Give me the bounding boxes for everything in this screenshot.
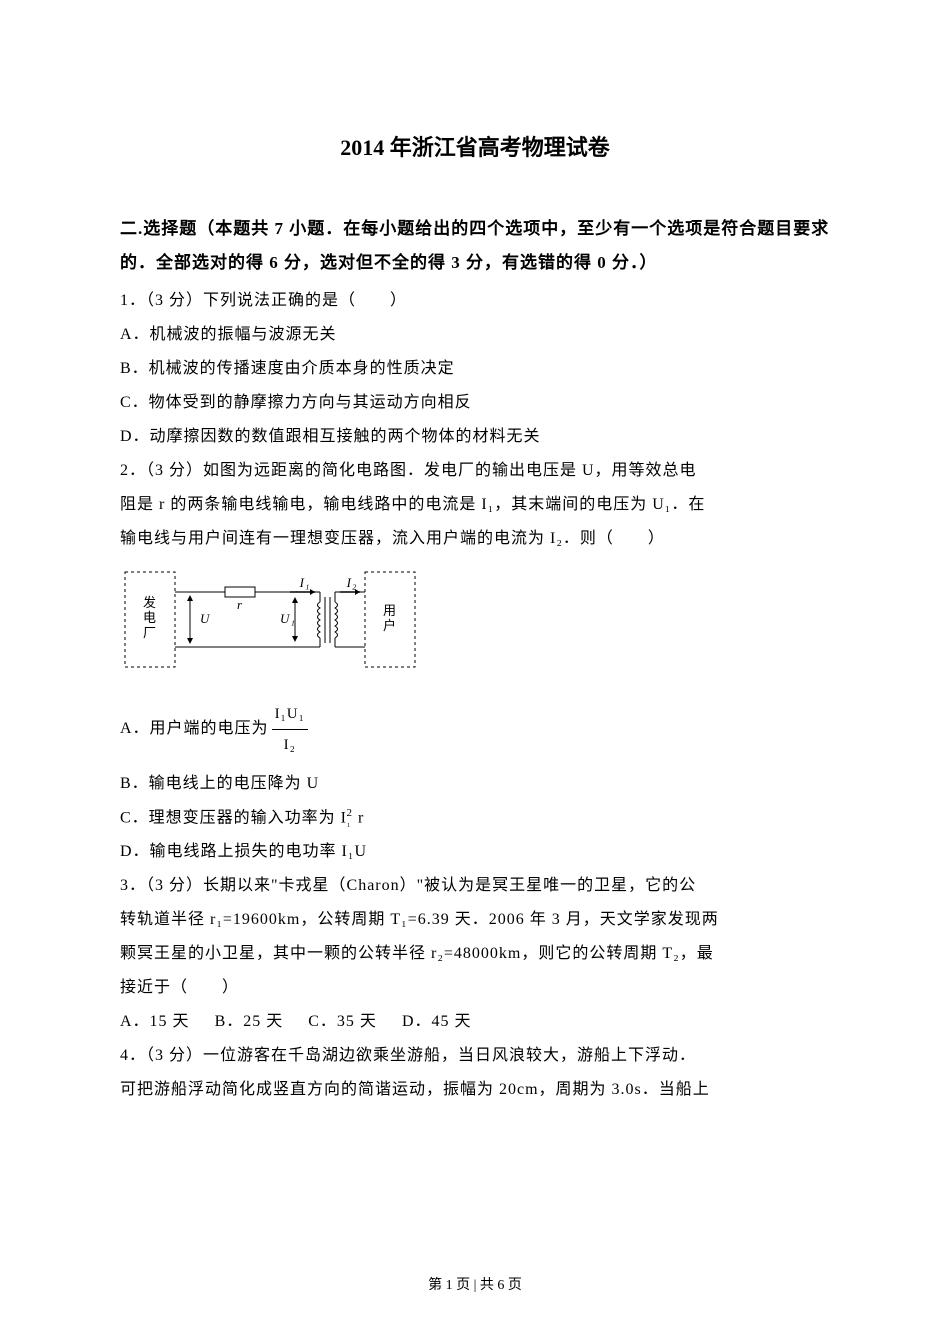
q3-option-a: A．15 天 — [120, 1013, 190, 1030]
q2-c-sup: 2 — [347, 807, 354, 819]
circuit-left-label-2: 电 — [143, 610, 157, 625]
circuit-right-label-2: 户 — [383, 618, 397, 633]
q2-a-fraction: I₁U₁ I₂ — [272, 699, 308, 760]
circuit-i1-label: I₁ — [299, 575, 311, 590]
q2-stem-3: 输电线与用户间连有一理想变压器，流入用户端的电流为 I₂．则（ ） — [120, 523, 830, 555]
q3-stem-3: 颗冥王星的小卫星，其中一颗的公转半径 r₂=48000km，则它的公转周期 T₂… — [120, 938, 830, 970]
q2-option-c: C．理想变压器的输入功率为 I₁2r — [120, 802, 830, 834]
circuit-u-label: U — [200, 611, 211, 626]
q2-c-suffix: r — [358, 809, 364, 826]
q2-option-a: A．用户端的电压为 I₁U₁ I₂ — [120, 699, 830, 760]
question-2: 2．（3 分）如图为远距离的简化电路图．发电厂的输出电压是 U，用等效总电 阻是… — [120, 455, 830, 868]
q3-option-d: D．45 天 — [402, 1013, 472, 1030]
circuit-left-label-1: 发 — [143, 595, 157, 610]
q4-stem-1: 4．（3 分）一位游客在千岛湖边欲乘坐游船，当日风浪较大，游船上下浮动． — [120, 1040, 830, 1072]
q3-stem-2: 转轨道半径 r₁=19600km，公转周期 T₁=6.39 天．2006 年 3… — [120, 904, 830, 936]
q1-option-b: B．机械波的传播速度由介质本身的性质决定 — [120, 353, 830, 385]
q1-option-d: D．动摩擦因数的数值跟相互接触的两个物体的材料无关 — [120, 421, 830, 453]
q1-option-c: C．物体受到的静摩擦力方向与其运动方向相反 — [120, 387, 830, 419]
circuit-left-label-3: 厂 — [143, 625, 157, 640]
circuit-right-label-1: 用 — [383, 603, 397, 618]
q1-stem: 1．（3 分）下列说法正确的是（ ） — [120, 285, 830, 317]
q2-stem-2: 阻是 r 的两条输电线输电，输电线路中的电流是 I₁，其末端间的电压为 U₁．在 — [120, 489, 830, 521]
q3-stem-1: 3．（3 分）长期以来"卡戎星（Charon）"被认为是冥王星唯一的卫星，它的公 — [120, 870, 830, 902]
circuit-diagram: 发 电 厂 用 户 r I₁ U U₁ — [120, 567, 420, 677]
q3-stem-4: 接近于（ ） — [120, 972, 830, 1004]
exam-title: 2014 年浙江省高考物理试卷 — [120, 130, 830, 162]
question-4: 4．（3 分）一位游客在千岛湖边欲乘坐游船，当日风浪较大，游船上下浮动． 可把游… — [120, 1040, 830, 1106]
q3-option-c: C．35 天 — [308, 1013, 377, 1030]
q2-option-d: D．输电线路上损失的电功率 I₁U — [120, 836, 830, 868]
q3-option-b: B．25 天 — [215, 1013, 284, 1030]
q2-stem-1: 2．（3 分）如图为远距离的简化电路图．发电厂的输出电压是 U，用等效总电 — [120, 455, 830, 487]
page-footer: 第 1 页 | 共 6 页 — [0, 1274, 950, 1294]
q1-option-a: A．机械波的振幅与波源无关 — [120, 319, 830, 351]
section-header: 二.选择题（本题共 7 小题．在每小题给出的四个选项中，至少有一个选项是符合题目… — [120, 212, 830, 280]
q2-option-b: B．输电线上的电压降为 U — [120, 768, 830, 800]
q2-a-frac-top: I₁U₁ — [272, 699, 308, 730]
q2-a-frac-bottom: I₂ — [272, 730, 308, 760]
q3-options: A．15 天 B．25 天 C．35 天 D．45 天 — [120, 1006, 830, 1038]
q4-stem-2: 可把游船浮动简化成竖直方向的简谐运动，振幅为 20cm，周期为 3.0s．当船上 — [120, 1074, 830, 1106]
q2-c-prefix: C．理想变压器的输入功率为 I — [120, 809, 347, 826]
circuit-i2-label: I₂ — [346, 575, 358, 590]
question-3: 3．（3 分）长期以来"卡戎星（Charon）"被认为是冥王星唯一的卫星，它的公… — [120, 870, 830, 1038]
question-1: 1．（3 分）下列说法正确的是（ ） A．机械波的振幅与波源无关 B．机械波的传… — [120, 285, 830, 453]
q2-a-prefix: A．用户端的电压为 — [120, 720, 269, 737]
circuit-r-label: r — [237, 597, 243, 612]
circuit-u1-label: U₁ — [280, 611, 296, 626]
